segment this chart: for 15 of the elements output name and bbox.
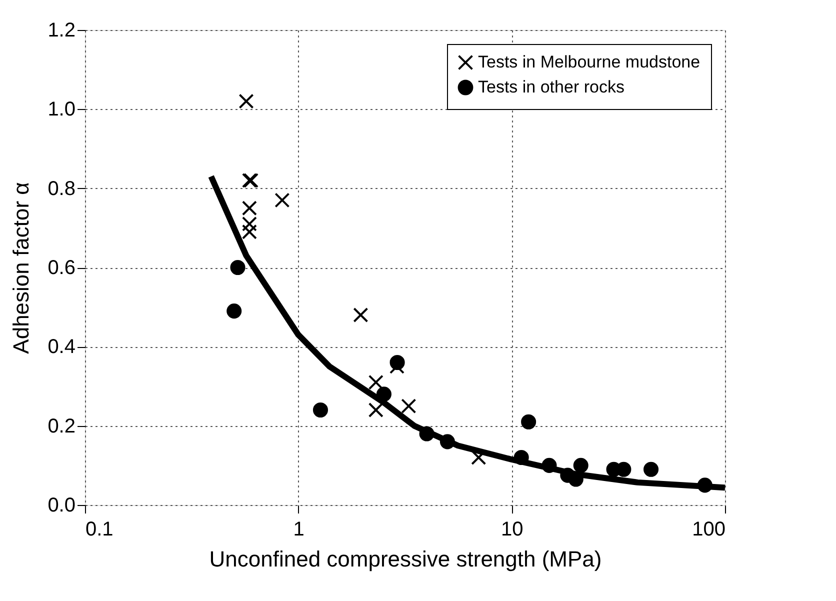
- legend-label: Tests in other rocks: [478, 78, 624, 96]
- y-tick-label: 0.8: [48, 178, 76, 200]
- x-tick-label: 1: [293, 518, 304, 540]
- y-tick-label: 1.0: [48, 98, 76, 121]
- y-tick-label: 0.6: [48, 257, 76, 279]
- x-tick-label: 10: [501, 518, 524, 540]
- y-tick-label: 0.4: [48, 336, 76, 358]
- legend-label: Tests in Melbourne mudstone: [478, 52, 700, 72]
- y-tick-label: 1.2: [48, 20, 76, 42]
- y-axis-title: Adhesion factor α: [8, 182, 34, 354]
- x-tick-label: 100: [692, 518, 726, 540]
- y-tick-label: 0.0: [48, 494, 76, 516]
- y-tick-label: 0.2: [48, 415, 76, 438]
- x-tick-label: 0.1: [86, 518, 114, 540]
- x-axis-title: Unconfined compressive strength (MPa): [209, 546, 602, 572]
